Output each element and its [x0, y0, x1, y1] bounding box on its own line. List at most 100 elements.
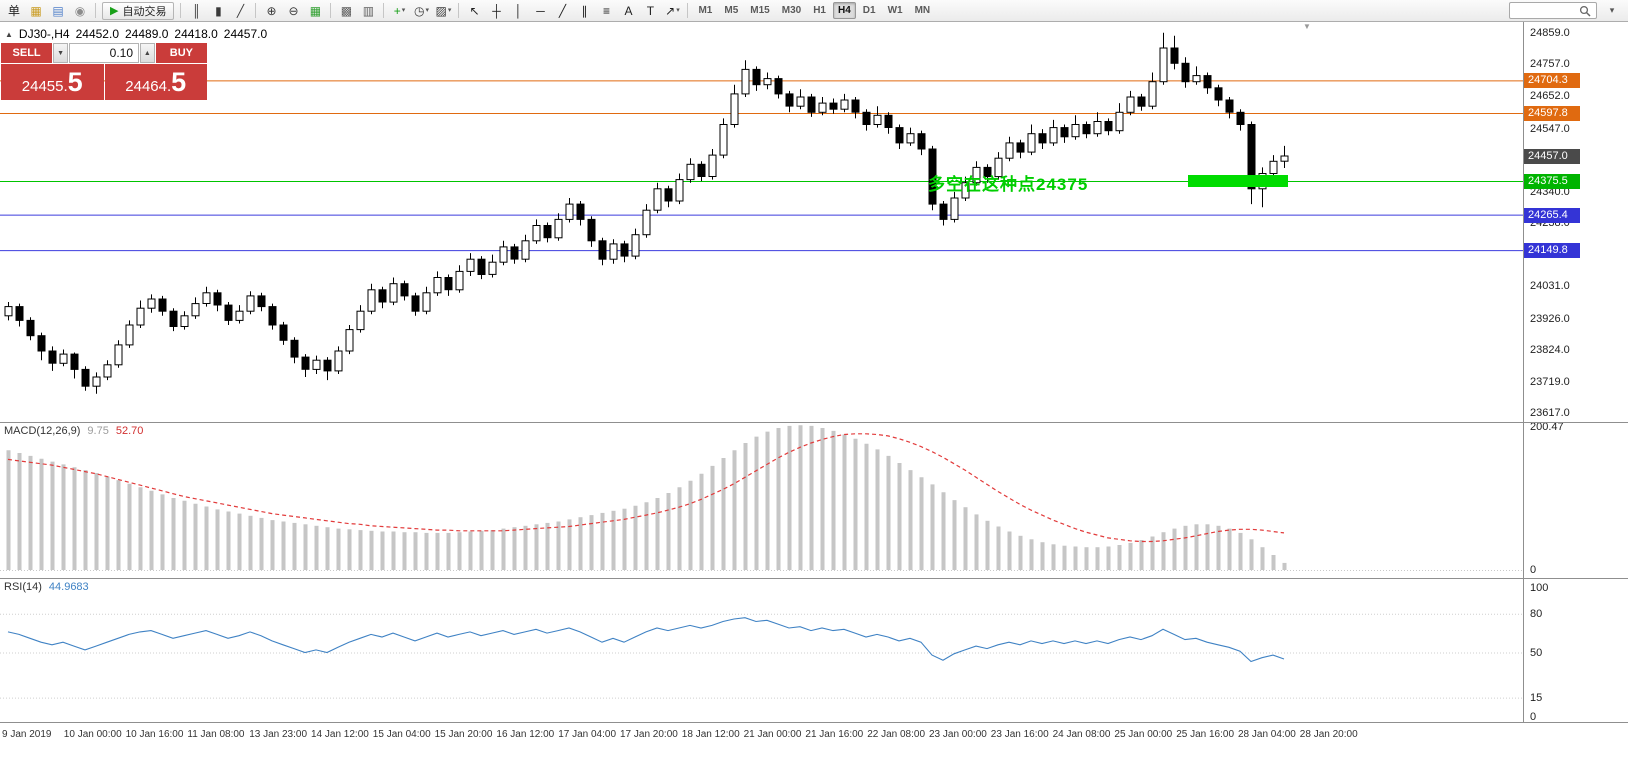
- indicators-icon: +: [393, 3, 401, 18]
- bear-candle-body: [928, 148, 937, 205]
- buy-button[interactable]: BUY: [155, 43, 207, 63]
- volume-input[interactable]: [69, 43, 139, 63]
- text-label-icon[interactable]: T: [640, 2, 660, 20]
- search-icon[interactable]: [1579, 5, 1591, 17]
- macd-indicator-pane[interactable]: MACD(12,26,9) 9.75 52.70: [0, 422, 1523, 578]
- time-axis-label: 16 Jan 12:00: [496, 729, 555, 740]
- timeframe-m1-button[interactable]: M1: [698, 5, 713, 16]
- candle: [1016, 139, 1025, 159]
- pane-separator[interactable]: [0, 722, 1628, 723]
- arrows-icon[interactable]: ↗ ▾: [662, 2, 682, 20]
- bear-candle-body: [224, 304, 233, 321]
- periods-icon[interactable]: ◷ ▾: [411, 2, 431, 20]
- time-axis-label: 15 Jan 04:00: [372, 729, 431, 740]
- trendline-icon[interactable]: ╱: [552, 2, 572, 20]
- templates-icon[interactable]: ▨ ▾: [433, 2, 453, 20]
- buy-price-button[interactable]: 24464. 5: [104, 64, 207, 100]
- crosshair-icon[interactable]: ┼: [486, 2, 506, 20]
- candlestick-chart-icon[interactable]: ▮: [208, 2, 228, 20]
- fibonacci-icon[interactable]: ≡: [596, 2, 616, 20]
- timeframe-mn-button[interactable]: MN: [914, 5, 931, 16]
- price-chart-plot[interactable]: [0, 22, 1523, 422]
- time-axis-label: 18 Jan 12:00: [681, 729, 740, 740]
- candle: [1247, 121, 1256, 205]
- candle: [1148, 72, 1157, 110]
- symbol-search-box[interactable]: [1509, 2, 1597, 19]
- low-value: 24418.0: [174, 27, 218, 41]
- candle: [268, 303, 277, 330]
- horizontal-line-icon[interactable]: ─: [530, 2, 550, 20]
- price-axis[interactable]: 24859.0 24757.0 24652.0 24547.0 24340.0 24238…: [1523, 22, 1628, 723]
- vertical-line-icon[interactable]: │: [508, 2, 528, 20]
- new-chart-icon[interactable]: ▦: [26, 2, 46, 20]
- timeframe-h1-button[interactable]: H1: [813, 5, 826, 16]
- candle: [92, 372, 101, 394]
- price-axis-tick: 23719.0: [1530, 375, 1570, 388]
- chevron-down-icon[interactable]: ▾: [447, 7, 452, 14]
- rsi-indicator-pane[interactable]: RSI(14) 44.9683: [0, 578, 1523, 722]
- trendline-icon: ╱: [558, 3, 567, 18]
- highlight-rectangle[interactable]: [1188, 175, 1288, 187]
- sell-price-button[interactable]: 24455. 5: [1, 64, 104, 100]
- pane-separator[interactable]: [0, 578, 1628, 579]
- price-pane[interactable]: ▲ DJ30-,H4 24452.0 24489.0 24418.0 24457…: [0, 22, 1523, 422]
- candle: [554, 213, 563, 241]
- chevron-down-icon[interactable]: ▾: [425, 7, 429, 14]
- chevron-down-icon[interactable]: ▾: [676, 7, 680, 14]
- search-input[interactable]: [1513, 4, 1579, 17]
- bear-candle-body: [1038, 133, 1047, 144]
- cascade-windows-icon[interactable]: ▩: [336, 2, 356, 20]
- chevron-down-icon[interactable]: ▾: [401, 7, 406, 14]
- data-window-icon: ◉: [74, 3, 86, 18]
- macd-signal-value: 52.70: [115, 425, 144, 437]
- bull-candle-body: [763, 78, 772, 86]
- equidistant-channel-icon[interactable]: ∥: [574, 2, 594, 20]
- bull-candle-body: [345, 329, 354, 352]
- timeframe-w1-button[interactable]: W1: [887, 5, 903, 16]
- timeframe-m30-button[interactable]: M30: [781, 5, 802, 16]
- time-axis-label: 21 Jan 00:00: [743, 729, 802, 740]
- sell-button[interactable]: SELL: [1, 43, 53, 63]
- autotrading-button[interactable]: ▶ 自动交易: [102, 1, 175, 20]
- timeframe-m15-button[interactable]: M15: [750, 5, 770, 16]
- candle: [345, 325, 354, 355]
- one-click-panel-toggle-icon[interactable]: ▲: [5, 29, 13, 39]
- line-chart-icon[interactable]: ╱: [230, 2, 250, 20]
- candle: [246, 291, 255, 315]
- candle: [862, 109, 871, 131]
- bear-candle-body: [1060, 127, 1069, 138]
- toolbar-options-icon[interactable]: ▾: [1609, 5, 1615, 15]
- volume-decrease-button[interactable]: ▼: [53, 43, 68, 63]
- macd-label: MACD(12,26,9) 9.75 52.70: [4, 425, 143, 437]
- tile-windows-icon[interactable]: ▦: [305, 2, 325, 20]
- candle: [741, 60, 750, 97]
- bull-candle-body: [455, 270, 464, 291]
- candle: [444, 274, 453, 296]
- volume-increase-button[interactable]: ▲: [140, 43, 155, 63]
- bar-chart-icon[interactable]: ║: [186, 2, 206, 20]
- zoom-out-icon[interactable]: ⊖: [283, 2, 303, 20]
- zoom-in-icon[interactable]: ⊕: [261, 2, 281, 20]
- bull-candle-body: [4, 306, 13, 317]
- tile-vertical-icon[interactable]: ▥: [358, 2, 378, 20]
- bull-candle-body: [730, 93, 739, 126]
- data-window-icon[interactable]: ◉: [70, 2, 90, 20]
- price-badge-24704.3: 24704.3: [1524, 73, 1580, 89]
- time-axis-label: 28 Jan 04:00: [1238, 729, 1296, 740]
- bear-candle-body: [400, 283, 409, 297]
- text-icon[interactable]: A: [618, 2, 638, 20]
- new-order-icon[interactable]: 单: [4, 2, 24, 20]
- chart-text-annotation[interactable]: 多空在这种点24375: [928, 175, 1089, 194]
- profiles-icon[interactable]: ▤: [48, 2, 68, 20]
- timeframe-h4-button[interactable]: H4: [832, 2, 856, 19]
- indicators-icon[interactable]: + ▾: [389, 2, 409, 20]
- chart-shift-marker-icon[interactable]: ▼: [1303, 22, 1311, 31]
- candle: [37, 332, 46, 361]
- pane-separator[interactable]: [0, 422, 1628, 423]
- timeframe-m5-button[interactable]: M5: [724, 5, 739, 16]
- time-axis[interactable]: 9 Jan 2019 10 Jan 00:00 10 Jan 16:00 11 Jan…: [0, 722, 1523, 746]
- bear-candle-body: [323, 359, 332, 372]
- bull-candle-body: [1049, 127, 1058, 144]
- timeframe-d1-button[interactable]: D1: [862, 5, 876, 16]
- cursor-icon[interactable]: ↖: [464, 2, 484, 20]
